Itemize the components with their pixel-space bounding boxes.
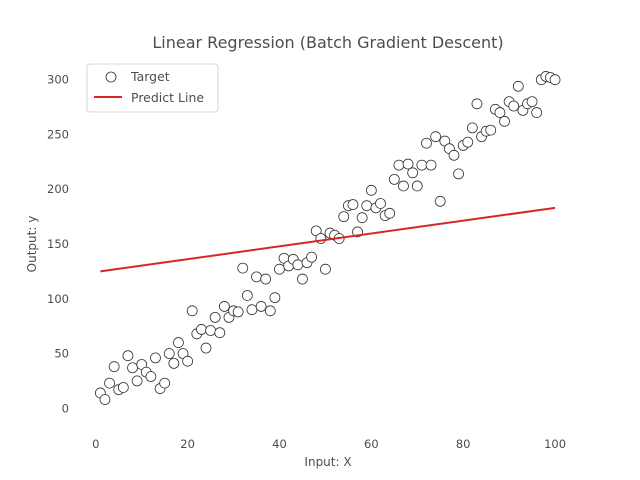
target-point <box>384 207 396 219</box>
legend-marker-target <box>105 71 117 83</box>
target-point <box>99 394 111 405</box>
target-point <box>117 382 129 393</box>
target-point <box>269 292 281 304</box>
y-tick-label: 0 <box>62 401 69 415</box>
target-point <box>425 159 437 171</box>
target-point <box>214 327 226 339</box>
legend-label-predict-line: Predict Line <box>131 90 204 105</box>
target-point <box>407 167 419 179</box>
target-point <box>388 173 400 185</box>
y-tick-label: 300 <box>47 73 69 87</box>
target-point <box>411 180 423 192</box>
predict-line <box>100 206 556 273</box>
y-tick-label: 150 <box>47 237 69 251</box>
y-tick-label: 250 <box>47 127 69 141</box>
x-tick-label: 60 <box>364 437 379 451</box>
target-point <box>361 200 373 212</box>
chart-title: Linear Regression (Batch Gradient Descen… <box>152 33 503 52</box>
target-point <box>499 115 510 127</box>
target-point <box>416 159 428 171</box>
target-point <box>108 361 120 373</box>
x-axis-ticks: 0 20 40 60 80 100 <box>92 437 566 451</box>
target-point <box>150 352 161 364</box>
target-point <box>122 350 134 362</box>
target-point <box>512 80 524 92</box>
target-point <box>159 377 171 389</box>
target-point <box>232 306 244 318</box>
plot-area <box>94 71 561 405</box>
target-point <box>466 122 478 134</box>
target-point <box>526 96 538 108</box>
target-point <box>237 262 249 274</box>
target-point <box>218 301 230 312</box>
x-tick-label: 80 <box>456 437 471 451</box>
target-point <box>462 136 474 148</box>
target-point <box>297 273 308 285</box>
target-point <box>306 251 318 263</box>
target-point <box>200 342 212 354</box>
target-point <box>508 100 520 112</box>
target-point <box>471 98 483 110</box>
target-point <box>205 325 216 336</box>
target-point <box>260 273 272 285</box>
target-point <box>549 74 561 86</box>
target-point <box>127 362 138 374</box>
target-point <box>246 304 258 316</box>
target-point <box>485 124 497 136</box>
legend-label-target: Target <box>130 69 170 84</box>
target-point <box>163 348 175 359</box>
target-point <box>531 107 543 118</box>
target-point <box>430 131 442 143</box>
target-point <box>196 324 207 335</box>
target-point <box>251 271 262 283</box>
y-tick-label: 50 <box>54 347 69 361</box>
target-point <box>186 305 198 317</box>
target-point <box>255 301 267 312</box>
x-axis-label: Input: X <box>304 455 351 469</box>
legend-box <box>86 63 219 113</box>
target-point <box>320 263 331 275</box>
y-tick-label: 200 <box>47 182 69 196</box>
target-point <box>494 107 506 118</box>
target-point <box>421 137 432 149</box>
target-point <box>182 355 194 367</box>
target-point <box>241 290 253 301</box>
y-axis-label: Output: y <box>25 216 39 273</box>
y-axis-ticks: 0 50 100 150 200 250 300 <box>47 73 69 416</box>
target-point <box>292 259 304 271</box>
target-point <box>173 337 184 348</box>
target-point <box>168 357 180 369</box>
target-point <box>347 199 359 210</box>
x-tick-label: 40 <box>272 437 287 451</box>
target-point <box>448 149 460 161</box>
target-point <box>209 311 221 323</box>
target-point <box>365 184 377 196</box>
target-point <box>104 377 115 389</box>
target-point <box>356 212 368 224</box>
target-point <box>393 159 405 171</box>
target-point <box>274 263 285 275</box>
x-tick-label: 20 <box>180 437 195 451</box>
target-point <box>375 198 386 209</box>
x-tick-label: 0 <box>92 437 99 451</box>
target-point <box>402 158 414 170</box>
target-point <box>338 211 350 223</box>
target-point <box>145 371 157 382</box>
x-tick-label: 100 <box>544 437 566 451</box>
y-tick-label: 100 <box>47 292 69 306</box>
target-point <box>434 195 446 207</box>
legend: Target Predict Line <box>86 63 219 113</box>
target-point <box>398 180 409 192</box>
target-point <box>264 305 276 317</box>
target-point <box>131 375 143 387</box>
target-point <box>453 168 464 180</box>
